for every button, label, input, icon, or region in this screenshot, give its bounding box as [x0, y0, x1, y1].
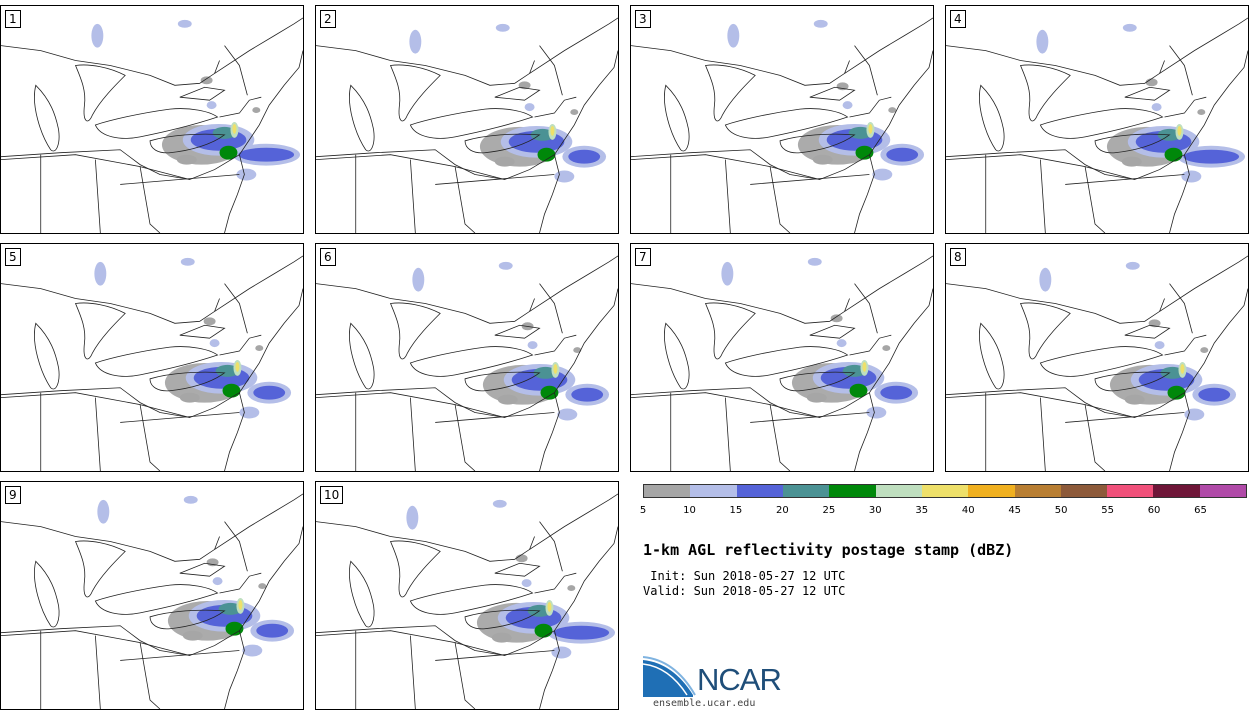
- init-time: Init: Sun 2018-05-27 12 UTC: [643, 569, 846, 583]
- reflectivity-map: [946, 255, 1248, 471]
- reflectivity-map: [1, 493, 303, 709]
- ensemble-member-panel: 6: [315, 243, 619, 472]
- color-scale-tick-label: 25: [822, 505, 836, 516]
- member-number: 8: [950, 248, 966, 266]
- ensemble-member-panel: 10: [315, 481, 619, 710]
- color-scale-swatch: [1107, 485, 1154, 497]
- color-scale-swatch: [644, 485, 691, 497]
- color-scale-bar: [643, 484, 1247, 498]
- color-scale-swatch: [690, 485, 737, 497]
- member-number: 7: [635, 248, 651, 266]
- ensemble-member-panel: 9: [0, 481, 304, 710]
- color-scale-tick-label: 30: [868, 505, 882, 516]
- color-scale-tick-label: 10: [683, 505, 696, 516]
- color-scale-tick-label: 55: [1101, 505, 1114, 516]
- member-number: 9: [5, 486, 21, 504]
- member-number: 5: [5, 248, 21, 266]
- logo-url: ensemble.ucar.edu: [653, 698, 756, 709]
- color-scale-swatch: [968, 485, 1015, 497]
- color-scale-ticks: 5 10 15 20 25 30 35 40 45 50 55 60 65: [639, 505, 1247, 519]
- member-number: 10: [320, 486, 344, 504]
- plot-title: 1-km AGL reflectivity postage stamp (dBZ…: [643, 541, 1014, 559]
- reflectivity-map: [316, 255, 618, 471]
- color-scale-tick-label: 45: [1008, 505, 1022, 516]
- color-scale-tick-label: 40: [961, 505, 975, 516]
- ensemble-member-panel: 4: [945, 5, 1249, 234]
- color-scale-tick-label: 60: [1147, 505, 1161, 516]
- reflectivity-map: [1, 17, 303, 233]
- reflectivity-map: [1, 255, 303, 471]
- color-scale-swatch: [782, 485, 830, 497]
- ensemble-member-panel: 8: [945, 243, 1249, 472]
- color-scale-swatch: [829, 485, 876, 497]
- ensemble-member-panel: 3: [630, 5, 934, 234]
- color-scale-tick-label: 65: [1194, 505, 1207, 516]
- member-number: 4: [950, 10, 966, 28]
- color-scale-tick-label: 20: [776, 505, 789, 516]
- ensemble-member-panel: 7: [630, 243, 934, 472]
- reflectivity-map: [316, 17, 618, 233]
- ncar-logo-icon: [643, 656, 696, 697]
- reflectivity-map: [946, 17, 1248, 233]
- reflectivity-map: [631, 255, 933, 471]
- color-scale-swatch: [875, 485, 922, 497]
- reflectivity-map: [631, 17, 933, 233]
- color-scale-tick-label: 5: [639, 505, 647, 516]
- member-number: 6: [320, 248, 336, 266]
- reflectivity-map: [316, 493, 618, 709]
- color-scale-swatch: [1060, 485, 1108, 497]
- color-scale-swatch: [736, 485, 783, 497]
- color-scale-tick-label: 35: [915, 505, 929, 516]
- ensemble-member-panel: 5: [0, 243, 304, 472]
- member-number: 3: [635, 10, 651, 28]
- color-scale-swatch: [1199, 485, 1247, 497]
- member-number: 2: [320, 10, 336, 28]
- ensemble-member-panel: 2: [315, 5, 619, 234]
- color-scale-swatch: [921, 485, 969, 497]
- valid-time: Valid: Sun 2018-05-27 12 UTC: [643, 584, 846, 598]
- ensemble-member-panel: 1: [0, 5, 304, 234]
- color-scale-swatch: [1014, 485, 1061, 497]
- ncar-logo-text: NCAR: [697, 662, 782, 697]
- member-number: 1: [5, 10, 21, 28]
- color-scale-swatch: [1153, 485, 1200, 497]
- color-scale-tick-label: 50: [1054, 505, 1068, 516]
- color-scale-tick-label: 15: [729, 505, 743, 516]
